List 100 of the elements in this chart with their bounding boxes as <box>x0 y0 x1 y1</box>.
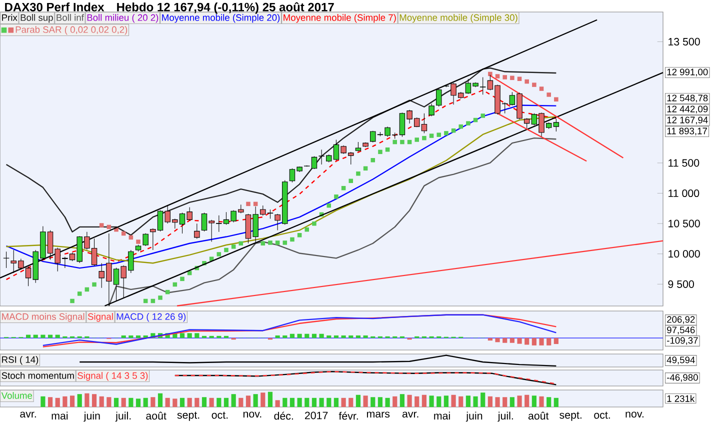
bar <box>400 394 405 407</box>
bar <box>458 396 464 407</box>
bar <box>348 398 354 407</box>
bar <box>216 398 222 407</box>
bar <box>429 396 434 407</box>
legend-label: Parab SAR ( 0,02 0,02 0,2) <box>16 26 128 35</box>
text: 12 167,94 <box>667 116 708 124</box>
bar <box>84 393 90 407</box>
text: Moyenne mobile (Simple 20) <box>162 14 280 23</box>
bar <box>304 398 310 407</box>
candlestick <box>436 88 442 107</box>
bar <box>77 394 82 407</box>
text: 49,594 <box>666 356 695 364</box>
x-tick-label: août <box>146 412 166 420</box>
series-label: MACD ( 12 26 9) <box>116 313 186 322</box>
x-tick-label: avr. <box>402 412 418 418</box>
text: 11 893,17 <box>667 128 707 136</box>
bar <box>114 398 119 407</box>
bar <box>326 398 332 407</box>
candlestick <box>355 142 362 152</box>
x-tick-label: août <box>528 412 549 420</box>
bar <box>495 397 500 407</box>
bar <box>172 398 178 407</box>
text: Boll inf <box>56 14 84 21</box>
text: Boll sup <box>20 14 53 23</box>
y-tick-label: 13 500 <box>668 38 700 46</box>
text: Signal ( 14 3 5 3) <box>78 372 148 381</box>
bar <box>48 397 53 407</box>
text: 12 442,09 <box>667 106 708 114</box>
bar <box>260 392 266 407</box>
series-label: Volume <box>1 392 32 399</box>
bar <box>92 394 97 407</box>
bar <box>238 398 244 407</box>
x-tick-label: mars <box>366 412 390 418</box>
bar <box>554 398 558 407</box>
bar <box>275 400 280 407</box>
bar <box>128 398 134 407</box>
candlestick <box>194 223 200 239</box>
text: 12 548,78 <box>667 94 708 102</box>
y-tick-label: 11 000 <box>668 189 700 198</box>
bar <box>282 398 288 407</box>
bar <box>370 397 376 407</box>
text: 206,92 <box>667 316 695 324</box>
bar <box>539 396 544 407</box>
bar <box>422 394 427 407</box>
bar <box>224 398 229 407</box>
bar <box>451 394 456 407</box>
bar <box>407 394 412 407</box>
x-tick-label: nov. <box>626 412 644 418</box>
bar <box>436 396 442 407</box>
text: 97,546 <box>667 326 695 334</box>
bar <box>40 396 46 407</box>
bar <box>150 397 156 407</box>
bar <box>165 398 170 407</box>
bar <box>466 396 470 407</box>
candlestick <box>428 103 434 117</box>
bar <box>106 397 112 407</box>
x-tick-label: juin <box>466 412 482 422</box>
bar <box>187 398 192 407</box>
x-tick-label: oct. <box>212 412 228 419</box>
bar <box>194 398 200 407</box>
bar <box>202 397 207 407</box>
bar <box>546 397 552 407</box>
x-tick-label: 2017 <box>305 412 328 420</box>
bar <box>385 398 390 407</box>
text: Moyenne mobile (Simple 30) <box>400 14 518 23</box>
x-tick-label: juin <box>84 412 100 422</box>
y-tick-label: 11 500 <box>668 159 700 167</box>
x-tick-label: mai <box>434 412 450 420</box>
bar <box>290 398 295 407</box>
bar <box>209 398 214 407</box>
x-tick-label: sept. <box>177 412 200 421</box>
text: 1 231k <box>667 395 695 402</box>
line-series <box>108 137 557 306</box>
bar <box>312 398 317 407</box>
bar <box>334 398 339 407</box>
x-tick-label: juil. <box>115 412 131 422</box>
bar <box>363 396 368 407</box>
chart-title: DAX30 Perf Index <box>5 2 104 12</box>
bar <box>480 392 486 407</box>
candlestick <box>142 232 148 246</box>
bar <box>268 392 273 407</box>
annotation: 12 991,00 <box>667 68 708 76</box>
bar <box>99 396 104 407</box>
bar <box>121 398 126 407</box>
bar <box>517 396 522 407</box>
bar <box>473 396 478 407</box>
bar <box>341 398 346 407</box>
bar <box>253 394 258 407</box>
x-tick-label: avr. <box>20 412 36 418</box>
text: Signal <box>88 313 113 322</box>
y-tick-label: 10 500 <box>668 220 700 228</box>
x-tick-label: mai <box>52 412 68 420</box>
x-tick-label: nov. <box>243 412 262 418</box>
text: Moyenne mobile (Simple 7) <box>284 14 396 23</box>
bar <box>297 398 302 407</box>
annotation: Boll milieu ( 20 2) <box>87 14 158 23</box>
x-tick-label: sept. <box>560 412 582 421</box>
y-tick-label: 9 500 <box>668 280 694 288</box>
bar <box>392 396 398 407</box>
